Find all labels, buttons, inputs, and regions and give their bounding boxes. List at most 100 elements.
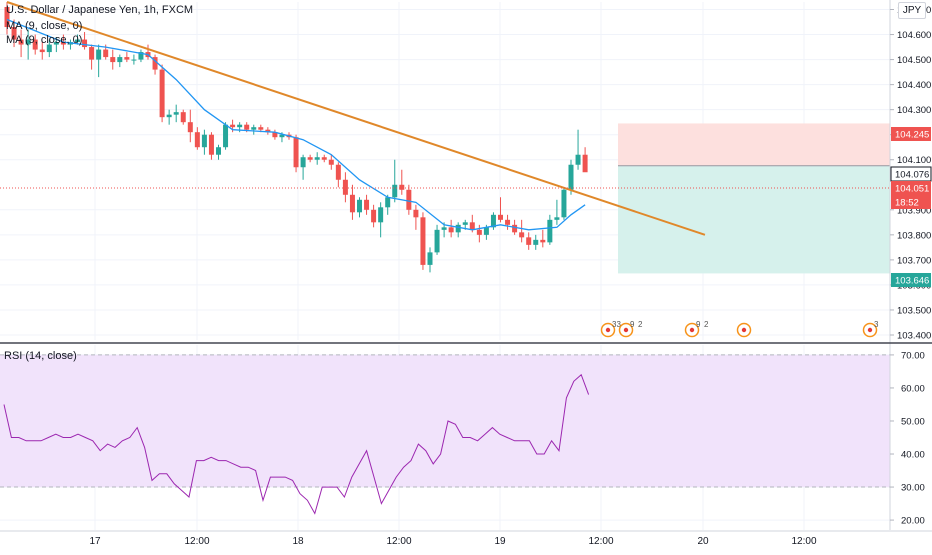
candle-body: [420, 217, 426, 265]
rsi-legend[interactable]: RSI (14, close): [4, 350, 77, 362]
candle-body: [512, 224, 518, 233]
candle-body: [53, 42, 59, 45]
candle-body: [364, 199, 370, 210]
candle-body: [441, 227, 447, 230]
candle-body: [46, 44, 52, 53]
candle: [307, 154, 313, 163]
event-dot: [605, 327, 611, 333]
event-count: 2: [704, 320, 709, 329]
candle: [39, 42, 45, 60]
candle: [533, 234, 539, 250]
candle: [145, 44, 151, 60]
candle: [251, 124, 257, 135]
indicator-ma-1[interactable]: MA (9, close, 0): [6, 20, 83, 32]
countdown-label-text: 18:52: [895, 198, 919, 209]
candle: [406, 184, 412, 215]
event-marker[interactable]: [736, 322, 752, 338]
candle-body: [60, 42, 66, 45]
candle-body: [265, 129, 271, 133]
downtrend-line: [6, 1, 706, 236]
candle: [32, 34, 38, 55]
candle-body: [124, 57, 130, 60]
target-zone: [618, 165, 890, 274]
currency-button[interactable]: JPY: [898, 2, 926, 19]
event-marker[interactable]: 3: [862, 320, 880, 338]
event-marker[interactable]: 33: [600, 320, 622, 338]
candle: [272, 129, 278, 140]
time-tick-label: 17: [89, 536, 101, 547]
rsi-series-line: [3, 373, 590, 515]
price-tick-label: 103.400: [897, 330, 931, 341]
price-tick-label: 103.500: [897, 305, 931, 316]
candle: [96, 44, 102, 78]
candle-body: [413, 209, 419, 218]
candle-body: [258, 127, 264, 130]
candle: [399, 169, 405, 195]
candle-body: [159, 69, 165, 118]
candle: [159, 64, 165, 123]
entry-price-label-text: 104.076: [895, 170, 929, 181]
candle-body: [166, 114, 172, 118]
last-price-label-bg: [891, 181, 931, 195]
event-dot: [741, 327, 747, 333]
event-dot: [689, 327, 695, 333]
candles: [4, 2, 588, 273]
candle-body: [483, 227, 489, 235]
candle: [265, 127, 271, 135]
candle: [321, 154, 327, 163]
indicator-ma-2[interactable]: MA (9, close, 0): [6, 34, 83, 46]
candle: [110, 49, 116, 70]
candle: [194, 127, 200, 150]
candle: [46, 39, 52, 58]
candle: [314, 152, 320, 165]
candle-body: [293, 137, 299, 168]
trendline: [6, 1, 706, 236]
rsi-band-fill: [0, 354, 890, 488]
candle: [187, 109, 193, 143]
price-tick-label: 104.500: [897, 55, 931, 66]
candle: [89, 44, 95, 70]
candle: [335, 162, 341, 188]
candle: [173, 104, 179, 123]
candle-body: [75, 39, 80, 43]
candle: [413, 204, 419, 230]
candle-body: [307, 157, 313, 160]
candle-body: [434, 229, 440, 253]
countdown-label: 18:52: [891, 195, 931, 209]
candle: [4, 2, 10, 35]
candle-body: [575, 154, 581, 165]
symbol-title: U.S. Dollar / Japanese Yen, 1h, FXCM: [6, 4, 194, 16]
candle-body: [547, 219, 553, 243]
candle-body: [18, 39, 24, 45]
candle-body: [462, 222, 468, 225]
candle-body: [187, 122, 193, 133]
candle: [216, 144, 221, 160]
ma-line: [6, 18, 586, 231]
candle: [223, 122, 229, 150]
rsi-tick-label: 30.00: [901, 483, 925, 494]
entry-price-label: 104.076: [890, 166, 932, 182]
candle-body: [533, 239, 539, 245]
candle-body: [279, 134, 285, 138]
candle-body: [117, 57, 123, 63]
last-price-label-text: 104.051: [895, 184, 929, 195]
candle: [392, 159, 398, 203]
candle: [575, 129, 581, 170]
candle-body: [237, 124, 243, 128]
events: 33 9 2 9 2 3: [600, 320, 880, 338]
candle: [364, 194, 370, 215]
candle: [371, 204, 377, 228]
time-tick-label: 20: [697, 536, 709, 547]
candle-body: [110, 57, 116, 63]
candle-body: [554, 217, 560, 220]
candle-body: [540, 239, 546, 243]
candle: [476, 224, 482, 243]
candle: [75, 34, 80, 45]
candle-body: [103, 49, 109, 58]
candle-body: [476, 229, 482, 235]
candle: [293, 134, 299, 173]
